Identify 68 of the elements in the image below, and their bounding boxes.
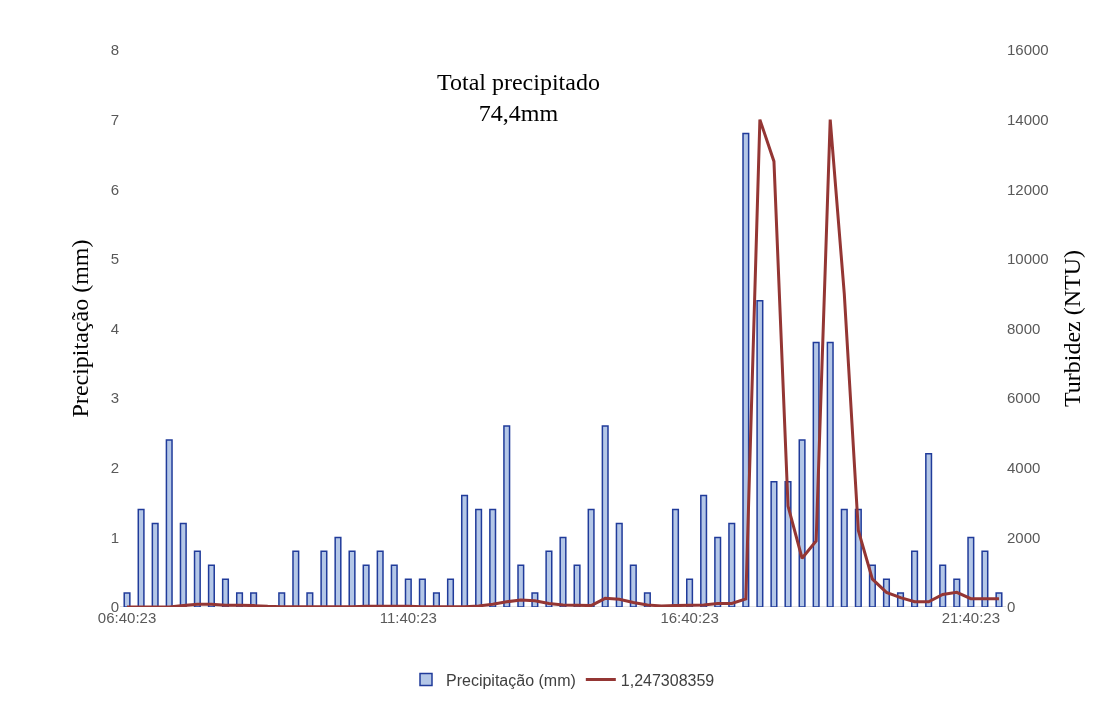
y-tick-label: 5	[110, 250, 119, 268]
bar	[770, 480, 778, 607]
bar	[151, 522, 159, 607]
bar	[475, 508, 483, 607]
y2-tick-label: 8000	[1007, 319, 1041, 337]
y-tick-label: 8	[110, 41, 119, 59]
bar	[334, 536, 342, 607]
y2-tick-label: 10000	[1007, 250, 1049, 268]
bar	[981, 550, 989, 607]
bar	[925, 453, 933, 607]
bar	[362, 564, 370, 607]
y2-tick-label: 0	[1007, 598, 1016, 616]
x-tick-label: 21:40:23	[941, 609, 1001, 626]
bar	[840, 508, 848, 607]
y-tick-label: 3	[110, 389, 119, 407]
bar	[503, 425, 511, 607]
bar	[446, 578, 455, 607]
bar	[292, 550, 300, 607]
bar	[559, 536, 567, 607]
y2-axis-title: Turbidez (NTU)	[1059, 249, 1086, 408]
bar	[193, 550, 201, 607]
bar	[179, 522, 187, 607]
legend-label: Precipitação (mm)	[446, 671, 576, 689]
bar	[489, 508, 497, 607]
legend-label: 1,247308359	[620, 671, 715, 689]
y2-tick-label: 12000	[1007, 180, 1049, 198]
bar	[348, 550, 356, 607]
y-tick-label: 2	[110, 459, 119, 476]
bar	[615, 522, 623, 607]
bar	[320, 550, 328, 607]
x-tick-label: 11:40:23	[379, 609, 437, 626]
bar	[911, 550, 919, 607]
y-tick-label: 6	[110, 180, 119, 198]
bar	[517, 564, 525, 607]
bar	[165, 439, 173, 607]
x-tick-label: 16:40:23	[660, 609, 719, 626]
bar	[207, 564, 215, 607]
bar	[418, 578, 426, 607]
y-tick-label: 7	[110, 110, 119, 128]
bar	[123, 592, 131, 607]
bar	[700, 494, 708, 607]
bar	[587, 508, 595, 607]
bar	[939, 564, 947, 607]
y-axis-title: Precipitação (mm)	[66, 239, 93, 418]
y2-tick-label: 6000	[1007, 389, 1041, 407]
bar	[460, 494, 469, 607]
y-tick-label: 4	[110, 319, 119, 337]
y2-tick-label: 16000	[1007, 41, 1049, 59]
bar	[728, 522, 736, 607]
annotation: Total precipitado 74,4mm	[437, 69, 600, 127]
bar	[573, 564, 581, 607]
y2-tick-label: 4000	[1007, 459, 1041, 476]
bar	[376, 550, 384, 607]
bar	[137, 508, 145, 607]
y2-tick-label: 14000	[1007, 110, 1049, 128]
bar	[756, 299, 764, 607]
bar	[967, 536, 975, 607]
bar	[629, 564, 637, 607]
bar	[826, 341, 834, 607]
bar	[798, 439, 806, 607]
bar	[671, 508, 680, 607]
bar	[390, 564, 398, 607]
y2-tick-label: 2000	[1007, 528, 1041, 546]
bar	[404, 578, 412, 607]
bar	[601, 425, 609, 607]
bar	[545, 550, 553, 607]
y-tick-label: 1	[110, 528, 119, 546]
bar	[714, 536, 722, 607]
